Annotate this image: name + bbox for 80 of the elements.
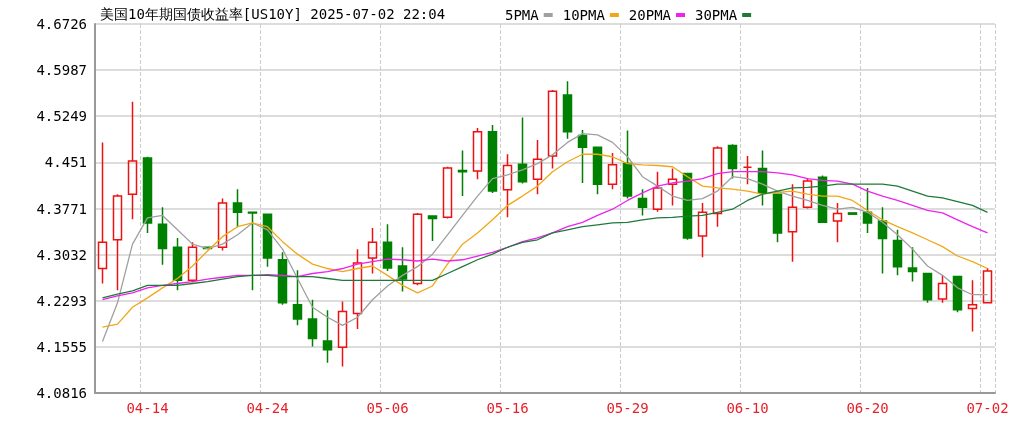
candlestick (892, 229, 903, 277)
candlestick (142, 155, 153, 234)
candlestick (517, 116, 528, 185)
candlestick (562, 80, 573, 140)
candlestick (172, 237, 183, 292)
candlestick (97, 141, 108, 285)
x-tick-label: 04-24 (246, 400, 289, 416)
y-tick-label: 4.451 (44, 154, 87, 171)
candlestick (442, 165, 453, 220)
candlestick (742, 155, 753, 185)
candlestick (187, 241, 198, 283)
candlestick (577, 129, 588, 184)
candlestick (697, 202, 708, 259)
legend-label: 5PMA (505, 7, 540, 23)
x-tick-label: 06-10 (726, 400, 769, 416)
candlestick (262, 213, 273, 268)
candlestick (907, 246, 918, 283)
candlestick (457, 149, 468, 197)
y-tick-label: 4.3032 (36, 246, 87, 263)
legend-label: 20PMA (628, 7, 672, 23)
candlestick (307, 298, 318, 348)
y-tick-label: 4.6726 (36, 16, 87, 32)
candlestick (382, 223, 393, 272)
candlestick (217, 197, 228, 252)
x-tick-label: 05-06 (366, 400, 409, 416)
candlestick (652, 170, 663, 213)
candlestick (832, 202, 843, 244)
candlestick (712, 145, 723, 228)
candlestick (472, 127, 483, 180)
candlestick (772, 193, 783, 244)
candlestick (982, 267, 993, 304)
x-tick-label: 05-29 (606, 400, 649, 416)
x-tick-label: 05-16 (486, 400, 529, 416)
y-tick-label: 4.1555 (36, 338, 87, 355)
legend-label: 30PMA (694, 7, 738, 23)
candlestick (847, 212, 858, 215)
candlestick (787, 183, 798, 263)
candlestick (952, 275, 963, 313)
y-tick-label: 4.0816 (36, 385, 87, 401)
candlestick (412, 212, 423, 287)
y-tick-label: 4.5249 (36, 108, 87, 125)
y-tick-label: 4.3771 (36, 200, 87, 217)
candlestick (637, 188, 648, 217)
candlestick (877, 206, 888, 275)
candlestick (622, 129, 633, 200)
candlestick (352, 248, 363, 330)
candlestick (967, 279, 978, 333)
y-tick-label: 4.5987 (36, 62, 87, 79)
chart-title: 美国10年期国债收益率[US10Y] 2025-07-02 22:04 (100, 6, 446, 22)
candlestick (427, 215, 438, 242)
candlestick (937, 274, 948, 304)
candlestick (157, 206, 168, 266)
x-tick-label: 07-02 (966, 400, 1009, 416)
candlestick (247, 210, 258, 292)
candlestick (862, 187, 873, 234)
candlestick (397, 246, 408, 293)
candlestick (322, 309, 333, 364)
candlestick (277, 251, 288, 306)
line-series (101, 153, 989, 328)
x-tick-label: 06-20 (846, 400, 889, 416)
candlestick (487, 124, 498, 194)
candlestick (727, 143, 738, 180)
candlestick (337, 300, 348, 368)
x-tick-label: 04-14 (126, 400, 169, 416)
candlestick (502, 153, 513, 219)
candlestick (922, 272, 933, 304)
candlestick (802, 177, 813, 210)
candlestick (127, 101, 138, 220)
candlestick (232, 188, 243, 229)
y-tick-label: 4.2293 (36, 292, 87, 309)
candlestick (112, 193, 123, 292)
candlestick (592, 146, 603, 195)
candlestick (667, 167, 678, 207)
legend-label: 10PMA (562, 7, 606, 23)
candlestick (292, 269, 303, 327)
candlestick (532, 139, 543, 195)
candlestick (547, 89, 558, 170)
line-series (101, 132, 989, 343)
candlestick (607, 152, 618, 190)
candlestick (367, 227, 378, 275)
